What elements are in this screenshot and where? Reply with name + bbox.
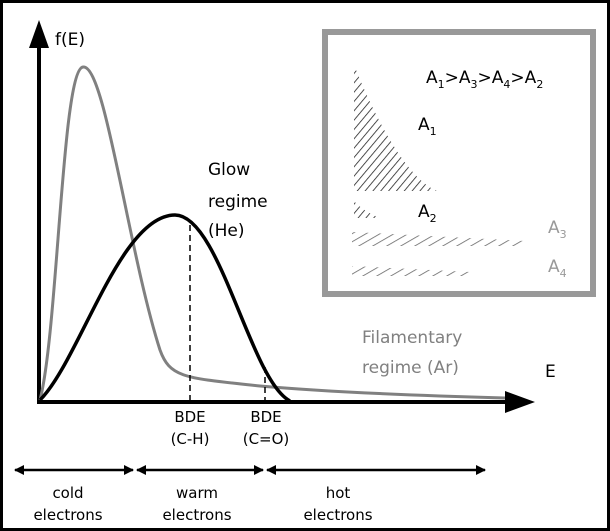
x-arrow	[505, 391, 535, 413]
glow-curve	[38, 213, 291, 403]
range-label: cold	[52, 484, 83, 502]
area-a3	[352, 232, 525, 246]
threshold-label: BDE	[250, 408, 281, 426]
filamentary-label: regime (Ar)	[362, 358, 459, 378]
filamentary-curve	[38, 65, 506, 401]
filamentary-label: Filamentary	[362, 328, 462, 348]
range-label: electrons	[33, 506, 102, 524]
subscript: 1	[430, 125, 437, 138]
separator: >	[510, 68, 524, 88]
y-label: f(E)	[55, 30, 85, 50]
area-label: A4	[548, 257, 567, 280]
separator: >	[445, 68, 459, 88]
subscript: 3	[471, 78, 478, 91]
area-a1	[354, 65, 437, 191]
term: A	[418, 202, 430, 222]
term: A	[525, 68, 537, 88]
threshold-label: (C-H)	[171, 430, 210, 448]
term: A	[426, 68, 438, 88]
area-order: A1>A3>A4>A2	[426, 68, 543, 91]
glow-label: Glow	[208, 160, 250, 180]
separator: >	[478, 68, 492, 88]
x-label: E	[545, 362, 556, 382]
term: A	[418, 115, 430, 135]
area-label: A3	[548, 218, 567, 241]
range-label: warm	[176, 484, 218, 502]
area-a4	[352, 266, 470, 276]
glow-label: regime	[208, 192, 268, 212]
range-label: electrons	[162, 506, 231, 524]
subscript: 2	[430, 212, 437, 225]
subscript: 2	[536, 78, 543, 91]
subscript: 4	[503, 78, 510, 91]
subscript: 3	[560, 228, 567, 241]
subscript: 4	[560, 267, 567, 280]
term: A	[492, 68, 504, 88]
glow-label: (He)	[208, 221, 245, 241]
y-arrow	[29, 20, 49, 48]
term: A	[548, 218, 560, 238]
threshold-label: (C=O)	[243, 430, 290, 448]
term: A	[548, 257, 560, 277]
area-label: A2	[418, 202, 437, 225]
area-label: A1	[418, 115, 437, 138]
subscript: 1	[438, 78, 445, 91]
inset-box	[322, 29, 596, 297]
term: A	[459, 68, 471, 88]
range-label: hot	[326, 484, 351, 502]
threshold-label: BDE	[174, 408, 205, 426]
area-a2	[354, 201, 380, 218]
range-label: electrons	[303, 506, 372, 524]
